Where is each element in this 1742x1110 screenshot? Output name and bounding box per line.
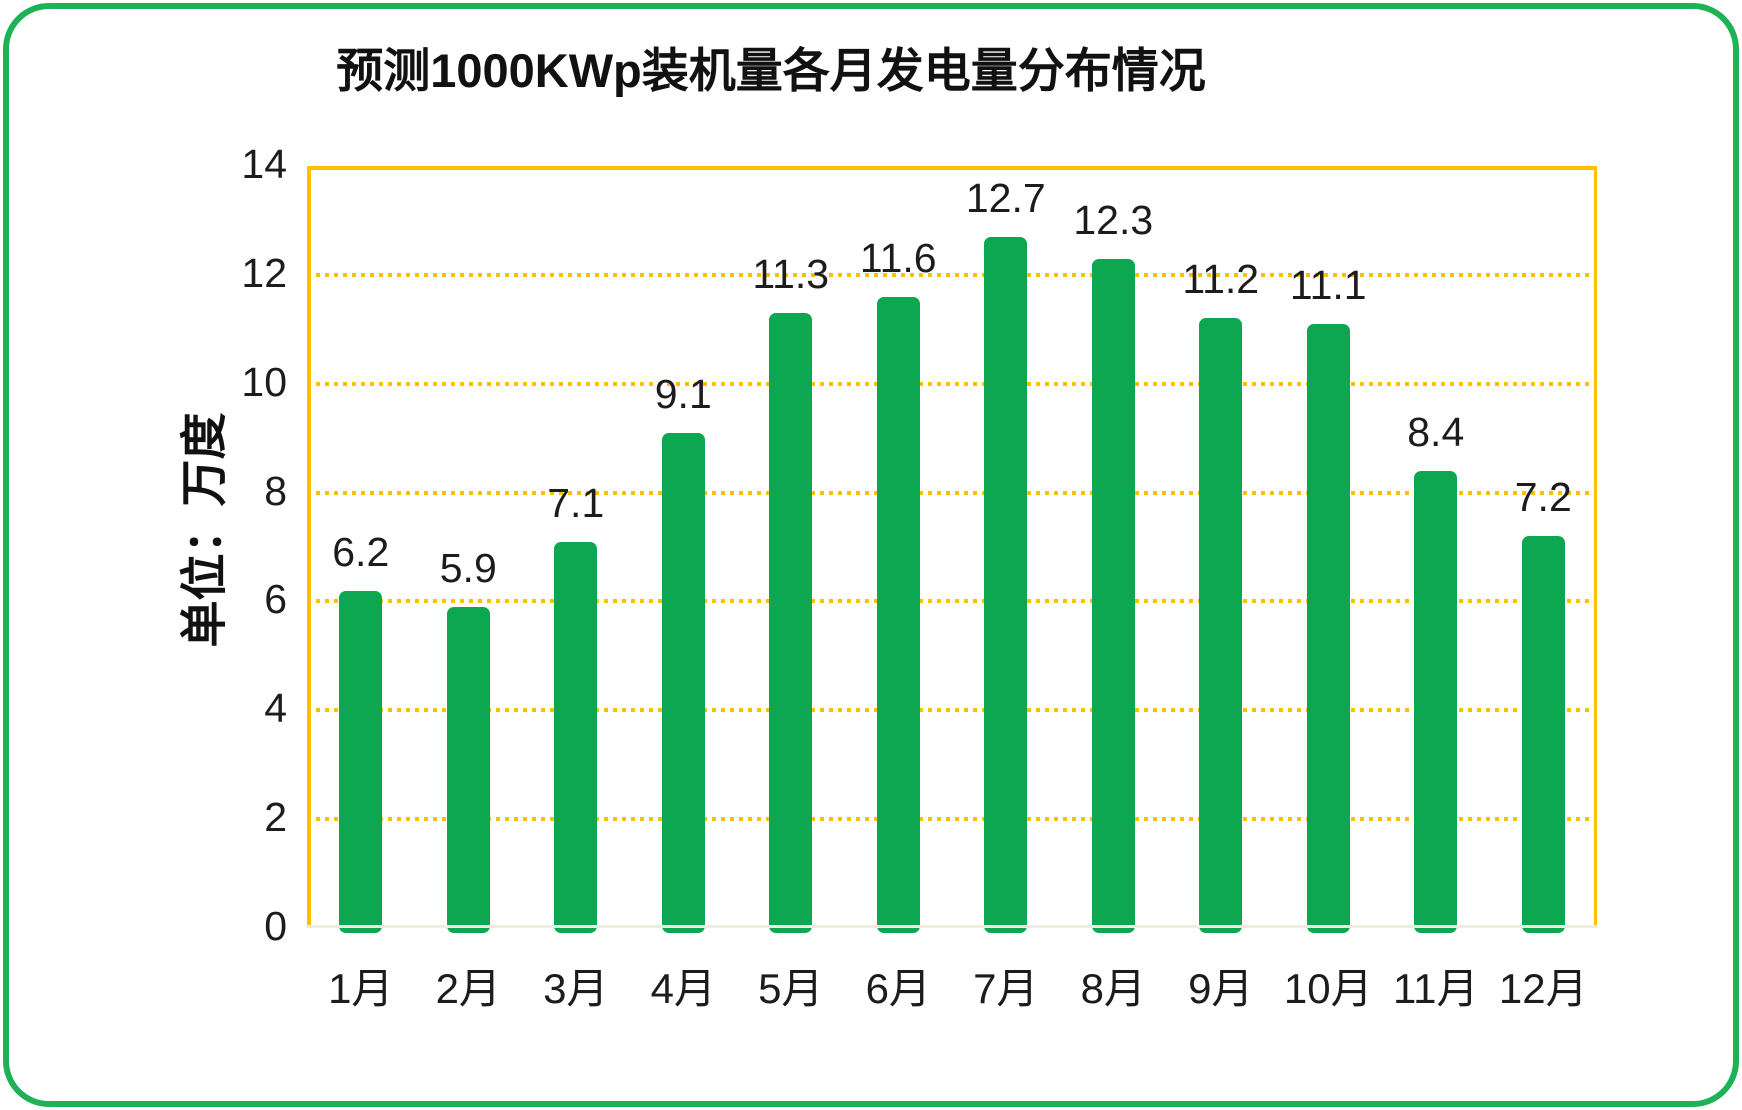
plot-border-right [1594,166,1597,928]
bar-4月 [661,432,705,933]
y-tick-label-0: 0 [264,903,287,949]
bar-1月 [339,590,383,933]
bar-value-label-7月: 12.7 [965,174,1046,221]
bar-6月 [876,296,920,933]
gridline-12 [307,272,1597,277]
x-tick-label-6月: 6月 [865,965,931,1012]
chart-title: 预测1000KWp装机量各月发电量分布情况 [336,44,1206,97]
x-tick-label-4月: 4月 [650,965,716,1012]
x-tick-label-1月: 1月 [328,965,394,1012]
plot-area [307,166,1597,933]
gridline-8 [307,490,1597,495]
x-tick-label-7月: 7月 [973,965,1039,1012]
y-axis-title: 单位：万度 [177,412,231,648]
x-tick-label-9月: 9月 [1188,965,1254,1012]
x-tick-label-12月: 12月 [1498,965,1588,1012]
bar-7月 [984,236,1028,933]
plot-border-top [307,166,1597,170]
y-tick-label-6: 6 [264,576,287,623]
bar-value-label-4月: 9.1 [654,370,712,417]
bar-value-label-9月: 11.2 [1182,256,1260,303]
bar-value-label-2月: 5.9 [439,544,497,591]
y-axis-line [307,166,311,928]
bar-value-label-3月: 7.1 [547,479,605,526]
x-tick-label-3月: 3月 [543,965,609,1012]
gridline-6 [307,599,1597,604]
gridline-10 [307,381,1597,386]
bar-11月 [1414,470,1458,933]
bar-9月 [1199,318,1243,933]
gridline-2 [307,817,1597,822]
bar-value-label-6月: 11.6 [859,234,937,281]
y-tick-label-4: 4 [264,685,287,732]
x-tick-label-5月: 5月 [758,965,824,1012]
y-tick-label-8: 8 [264,467,287,514]
bar-value-label-11月: 8.4 [1407,408,1465,455]
bar-2月 [446,606,490,933]
bar-5月 [769,312,813,933]
bar-10月 [1306,323,1350,933]
bar-value-label-8月: 12.3 [1073,196,1154,243]
bar-8月 [1091,258,1135,933]
gridline-4 [307,708,1597,713]
x-axis-line [307,925,1597,928]
y-tick-label-10: 10 [241,358,287,405]
bar-value-label-1月: 6.2 [332,528,390,575]
x-tick-label-10月: 10月 [1283,965,1373,1012]
x-tick-label-8月: 8月 [1080,965,1146,1012]
bar-3月 [554,541,598,933]
x-tick-label-11月: 11月 [1392,965,1479,1012]
bar-value-label-12月: 7.2 [1514,474,1572,521]
bar-12月 [1521,536,1565,933]
y-tick-label-12: 12 [241,249,287,296]
bar-value-label-10月: 11.1 [1289,261,1367,308]
bar-value-label-5月: 11.3 [752,250,830,297]
x-tick-label-2月: 2月 [435,965,501,1012]
y-tick-label-2: 2 [264,794,287,841]
y-tick-label-14: 14 [241,141,287,187]
